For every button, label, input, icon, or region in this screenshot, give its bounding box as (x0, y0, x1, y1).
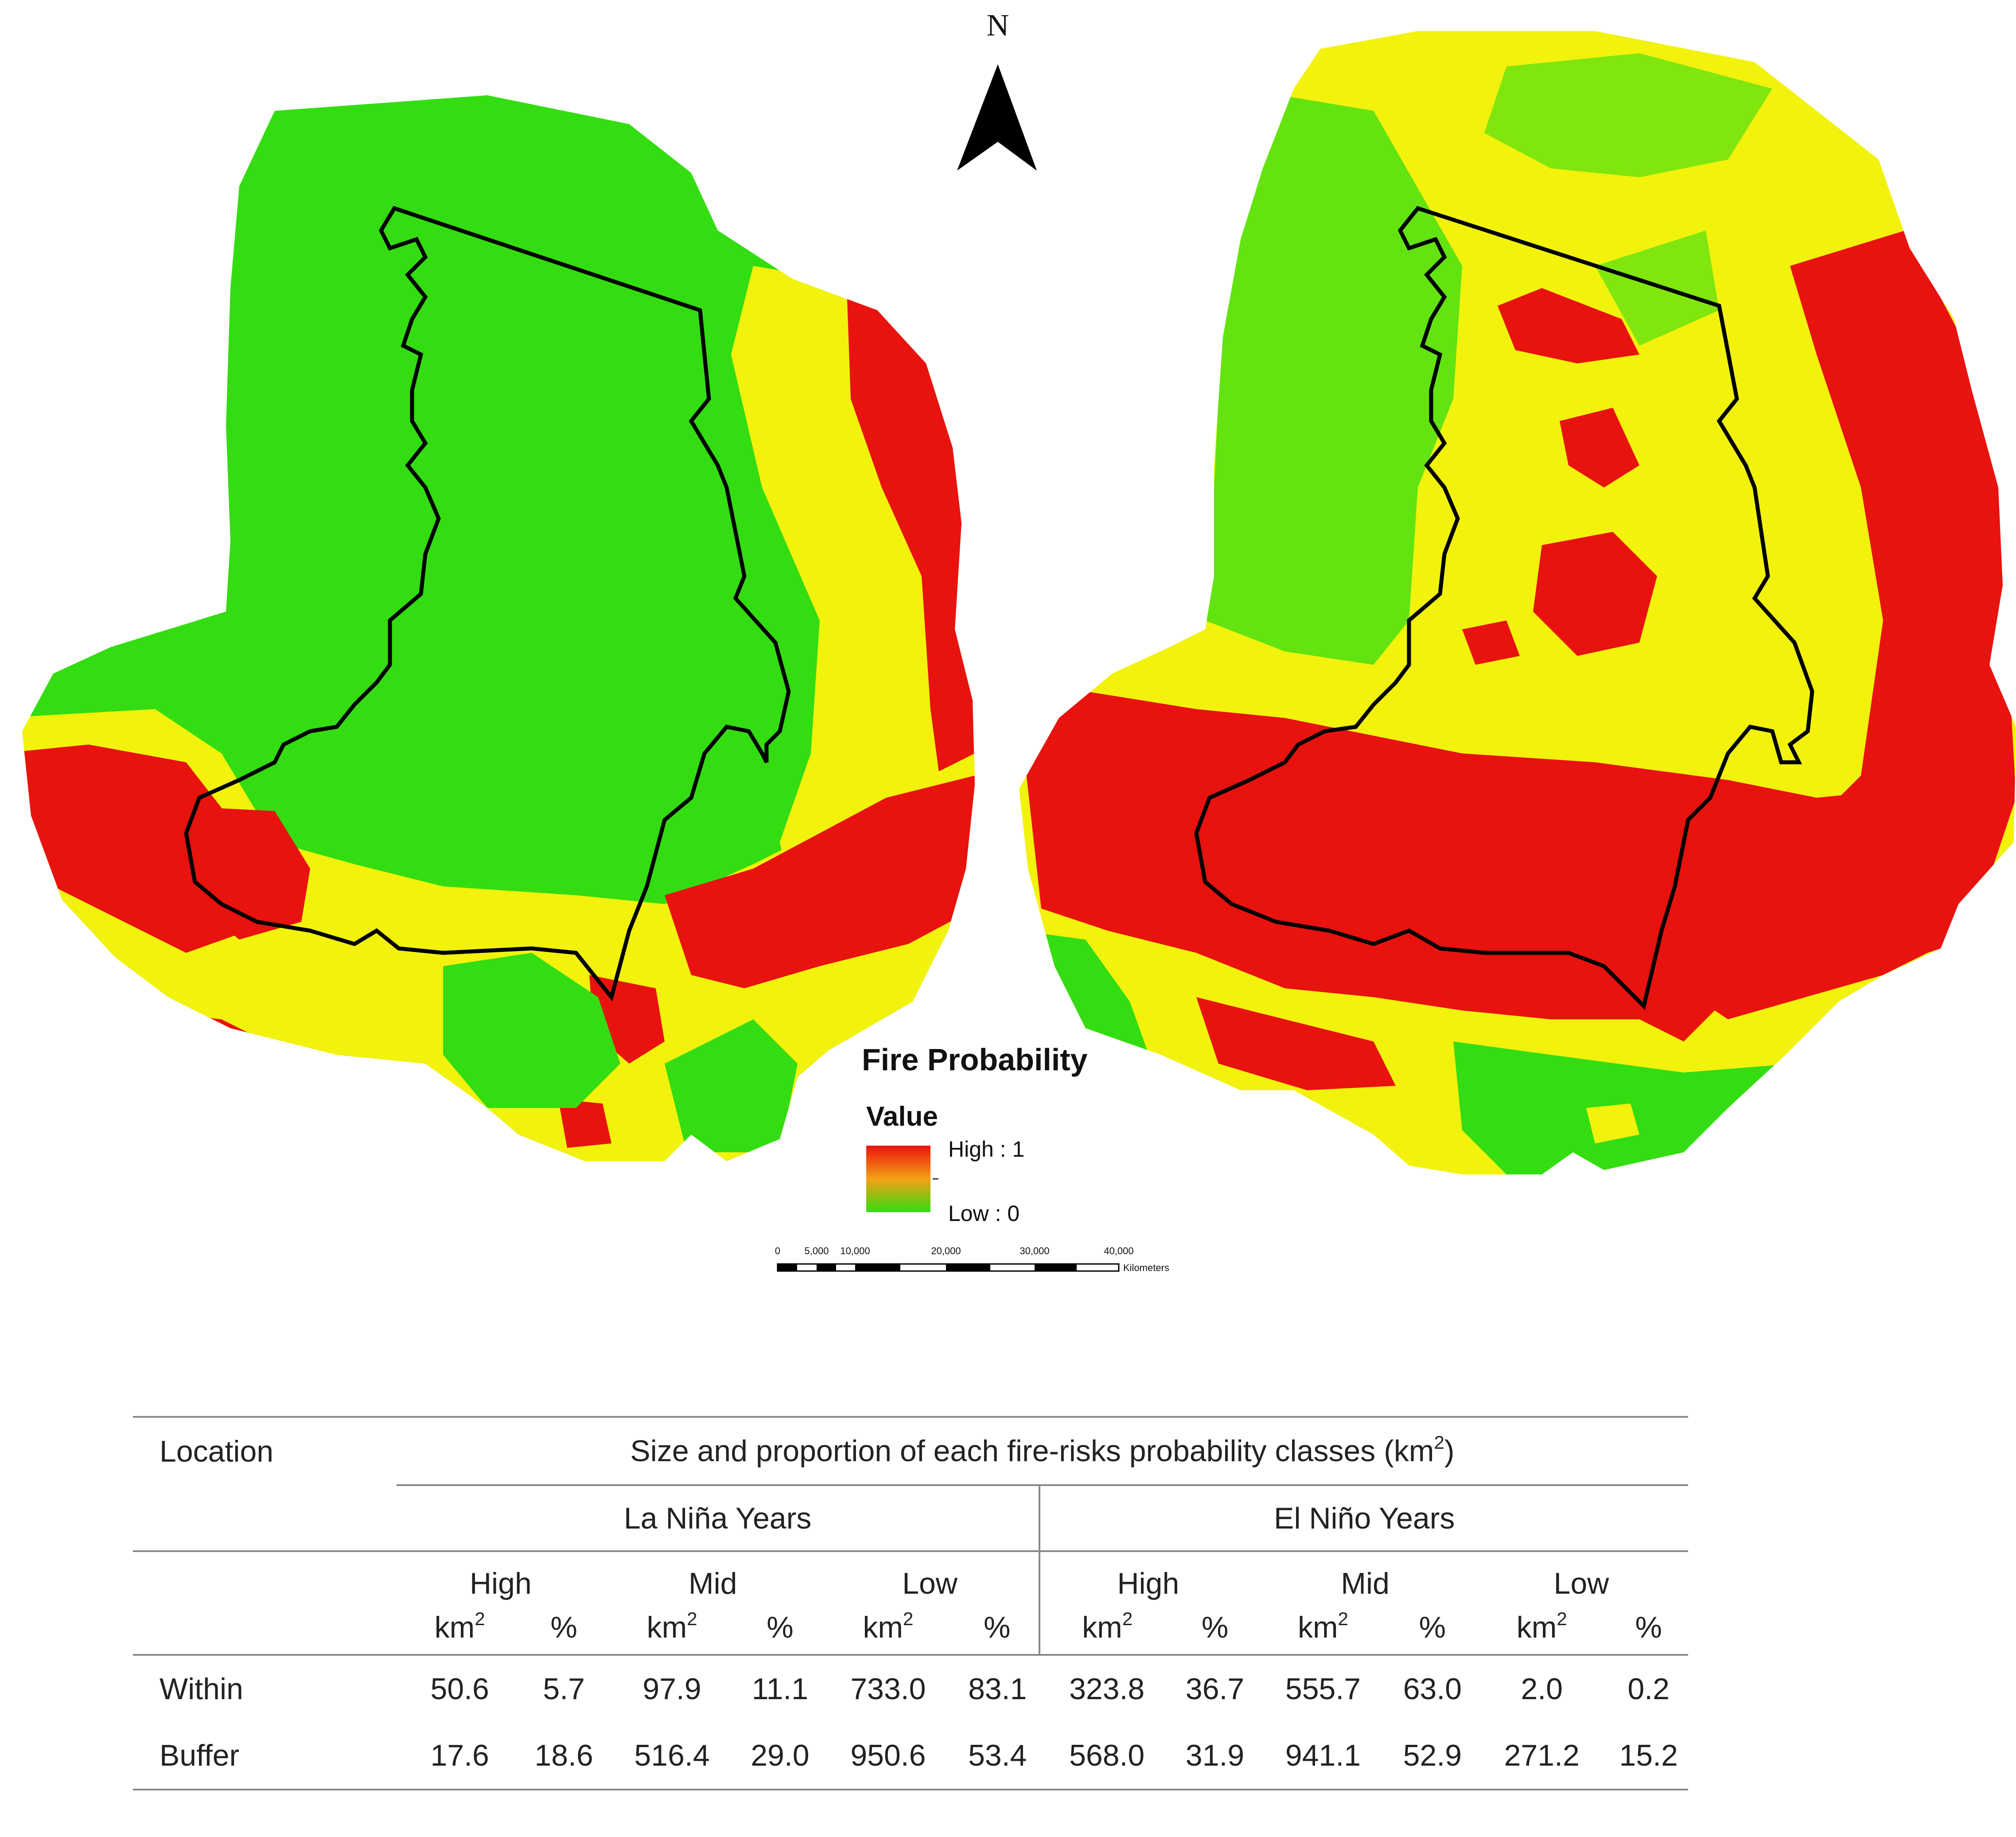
table-cell: 36.7 (1185, 1672, 1245, 1706)
table-cell: 11.1 (751, 1672, 809, 1706)
high-zone (1560, 408, 1639, 488)
scale-tick-label: 30,000 (1020, 1245, 1049, 1256)
class-header: High (1039, 1550, 1256, 1601)
class-header: Mid (1256, 1550, 1475, 1601)
scale-tick-label: 0 (775, 1245, 780, 1256)
table-cell: 516.4 (604, 1722, 739, 1790)
high-zone (1533, 532, 1657, 656)
scale-tick-label: 10,000 (840, 1245, 870, 1256)
class-header: Low (1475, 1550, 1688, 1601)
north-letter: N (987, 8, 1009, 43)
location-header: Location (133, 1416, 397, 1485)
legend-high-label: High : 1 (948, 1137, 1024, 1162)
table-cell: 53.4 (955, 1722, 1040, 1790)
high-zone (1196, 997, 1396, 1090)
legend-low-label: Low : 0 (948, 1201, 1020, 1226)
mid-zone (1019, 31, 2016, 1174)
north-arrow: N (957, 8, 1037, 171)
period-el-nino: El Niño Years (1039, 1484, 1688, 1551)
low-zone (1205, 89, 1462, 665)
table-cell: 83.1 (968, 1672, 1027, 1706)
unit-header: % (1609, 1601, 1688, 1656)
fire-probability-maps: N Fire Probability Value High : 1 Low : … (22, 8, 2016, 1273)
legend-subtitle: Value (866, 1101, 938, 1132)
class-header: Low (821, 1550, 1040, 1601)
unit-header: km2 (1475, 1601, 1609, 1656)
low-zone (443, 953, 620, 1108)
mid-zone (1586, 1104, 1639, 1143)
north-arrow-icon (957, 64, 1037, 171)
class-header: Mid (604, 1550, 821, 1601)
period-la-nina: La Niña Years (396, 1484, 1040, 1551)
legend-color-ramp (866, 1146, 930, 1212)
table-cell: 52.9 (1390, 1722, 1475, 1790)
table-cell: 15.2 (1609, 1722, 1688, 1790)
high-zone (186, 807, 310, 940)
high-zone (1019, 691, 1994, 1041)
study-area-boundary (184, 206, 791, 1002)
table-cell: 555.7 (1285, 1672, 1361, 1706)
unit-header: km2 (396, 1601, 523, 1656)
table-cell: 941.1 (1256, 1722, 1390, 1790)
high-zone (665, 776, 975, 988)
low-zone (665, 1019, 798, 1152)
unit-header: km2 (604, 1601, 739, 1656)
table-row: Buffer 17.6 18.6 516.4 29.0 950.6 53.4 5… (133, 1722, 1688, 1790)
table-cell: 733.0 (850, 1672, 926, 1706)
table-cell: 17.6 (396, 1722, 523, 1790)
unit-header: km2 (1256, 1601, 1390, 1656)
table-cell: 323.8 (1069, 1672, 1145, 1706)
row-label: Buffer (133, 1722, 397, 1790)
high-zone (558, 1099, 611, 1148)
unit-header: % (523, 1601, 605, 1656)
table-cell: 18.6 (523, 1722, 605, 1790)
table-cell: 31.9 (1174, 1722, 1256, 1790)
table-cell: 50.6 (430, 1672, 489, 1706)
row-label: Within (160, 1672, 243, 1706)
low-zone (1595, 230, 1719, 346)
table-cell: 271.2 (1475, 1722, 1609, 1790)
scale-tick-label: 40,000 (1104, 1245, 1133, 1256)
unit-header: % (1174, 1601, 1256, 1656)
low-zone (1484, 53, 1772, 177)
high-zone (1498, 288, 1639, 363)
table-cell: 97.9 (642, 1672, 701, 1706)
table-cell: 568.0 (1039, 1722, 1174, 1790)
table-cell: 2.0 (1521, 1672, 1563, 1706)
table-cell: 950.6 (821, 1722, 956, 1790)
table-row: Within 50.6 5.7 97.9 11.1 733.0 83.1 323… (133, 1655, 1688, 1722)
el-nino-map (1019, 31, 2016, 1174)
table-cell: 5.7 (543, 1672, 585, 1706)
la-nina-map (22, 95, 975, 1161)
scale-bar: 0 5,000 10,000 20,000 30,000 40,000 Kilo… (775, 1245, 1169, 1273)
high-zone (1462, 620, 1520, 665)
unit-header: % (1390, 1601, 1475, 1656)
class-header: High (396, 1550, 605, 1601)
unit-header: % (739, 1601, 821, 1656)
unit-header: % (955, 1601, 1040, 1656)
scale-tick-label: 5,000 (804, 1245, 829, 1256)
study-area-boundary (1194, 206, 1814, 1010)
scale-tick-label: 20,000 (931, 1245, 961, 1256)
unit-header: km2 (821, 1601, 956, 1656)
legend-title: Fire Probability (862, 1042, 1088, 1077)
table-cell: 63.0 (1403, 1672, 1462, 1706)
table-cell: 29.0 (739, 1722, 821, 1790)
scale-unit: Kilometers (1123, 1262, 1169, 1273)
table-cell: 0.2 (1627, 1672, 1670, 1706)
legend: Fire Probability Value High : 1 Low : 0 (862, 1042, 1088, 1226)
fire-risk-table: Location Size and proportion of each fir… (133, 1416, 1688, 1790)
unit-header: km2 (1039, 1601, 1174, 1656)
main-header: Size and proportion of each fire-risks p… (396, 1416, 1688, 1485)
